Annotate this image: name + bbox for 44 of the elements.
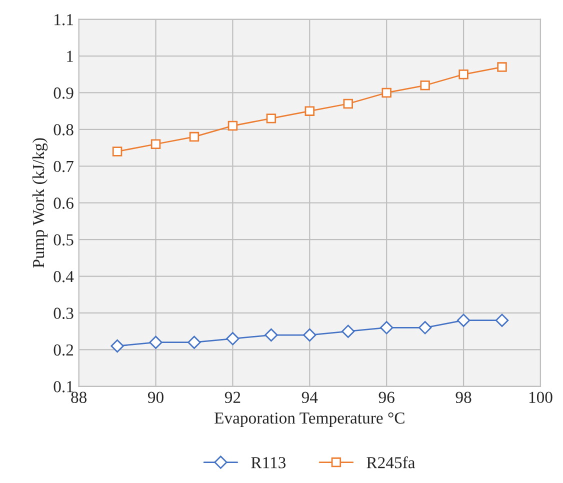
point	[382, 88, 392, 98]
y-tick-label: 0.9	[54, 87, 74, 99]
point	[110, 339, 124, 353]
point	[497, 62, 507, 72]
x-tick-label: 88	[71, 392, 87, 403]
point	[420, 80, 430, 90]
y-tick-label: 0.5	[54, 234, 74, 246]
y-tick-label: 0.3	[54, 308, 74, 320]
y-tick-label: 0.2	[54, 344, 74, 356]
point	[228, 120, 238, 131]
point	[226, 332, 240, 346]
x-tick-label: 96	[378, 392, 394, 403]
point	[456, 314, 470, 327]
point	[304, 106, 315, 116]
x-axis-title: Evaporation Temperature °C	[214, 412, 404, 428]
y-tick-label: 0.1	[54, 381, 73, 392]
legend-label: R113	[251, 457, 286, 468]
x-tick-label: 98	[456, 392, 472, 403]
point	[458, 70, 468, 80]
point	[266, 114, 276, 124]
x-tick-label: 100	[529, 392, 552, 403]
y-tick-label: 1	[67, 50, 73, 62]
legend-label: R245fa	[366, 456, 416, 468]
x-tick-label: 94	[302, 392, 318, 403]
x-tick-label: 90	[148, 392, 164, 403]
y-tick-label: 0.6	[54, 198, 74, 209]
point	[264, 328, 278, 342]
point	[343, 98, 353, 109]
point	[303, 328, 316, 342]
point	[418, 321, 432, 334]
point	[495, 314, 509, 327]
point	[189, 132, 200, 142]
y-tick-label: 0.8	[54, 124, 74, 136]
point	[342, 324, 355, 338]
y-tick-label: 0.4	[54, 270, 74, 282]
point	[380, 321, 394, 334]
y-tick-label: 1.1	[54, 14, 73, 26]
x-tick-label: 92	[224, 392, 240, 403]
y-axis-title: Pump Work (kJ/kg)	[32, 138, 48, 268]
point	[150, 139, 161, 149]
y-tick-label: 0.7	[54, 160, 74, 172]
point	[188, 336, 201, 349]
point	[149, 336, 162, 349]
point	[112, 146, 122, 156]
